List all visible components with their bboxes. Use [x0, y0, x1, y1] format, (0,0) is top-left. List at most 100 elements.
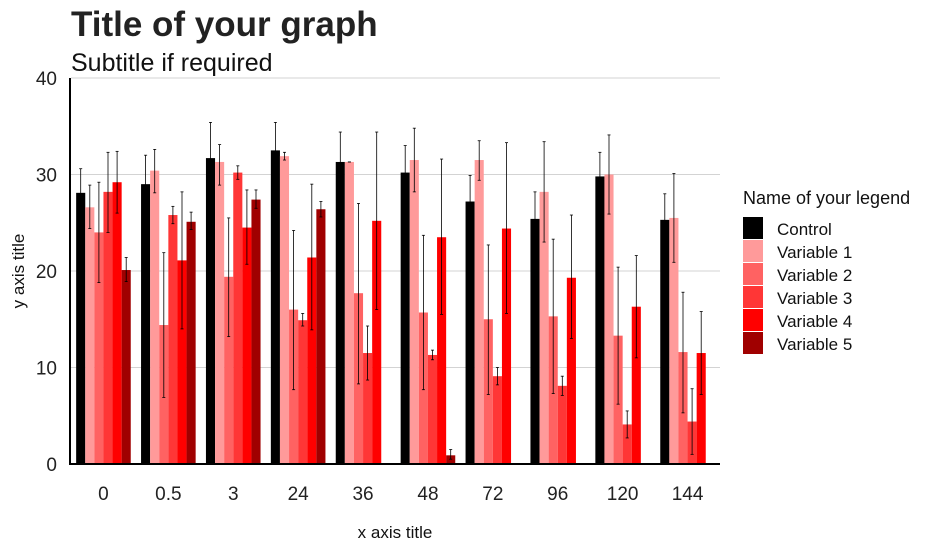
y-tick-label: 0: [46, 455, 57, 476]
error-bar: [180, 191, 184, 330]
bar: [335, 161, 345, 464]
bar: [604, 174, 614, 464]
x-tick-label: 144: [672, 484, 704, 505]
legend-swatch: [743, 286, 763, 308]
legend-swatch: [743, 240, 763, 262]
legend-item: Variable 4: [743, 309, 852, 331]
bar: [316, 209, 326, 464]
y-tick-label: 40: [36, 69, 57, 90]
x-tick-label: 0: [98, 484, 109, 505]
error-bar: [79, 168, 83, 218]
chart-subtitle: Subtitle if required: [71, 49, 273, 77]
chart-title: Title of your graph: [71, 5, 378, 44]
legend-label: Variable 2: [777, 266, 852, 285]
error-bar: [486, 244, 490, 395]
bar: [530, 218, 540, 464]
error-bar: [690, 388, 694, 455]
bar: [205, 158, 216, 464]
error-bar: [477, 140, 481, 181]
error-bar: [449, 449, 453, 460]
error-bar: [431, 349, 434, 361]
bar: [168, 215, 178, 464]
bar: [121, 270, 131, 464]
legend-swatch: [743, 217, 763, 239]
legend-item: Variable 3: [743, 286, 852, 308]
error-bar: [616, 266, 620, 405]
bar: [186, 221, 196, 464]
bar: [372, 220, 382, 464]
y-tick-label: 10: [36, 359, 57, 380]
bar: [465, 201, 475, 464]
bar: [566, 277, 576, 464]
legend-label: Variable 1: [777, 243, 852, 262]
x-tick-label: 120: [607, 484, 639, 505]
error-bar: [625, 410, 629, 439]
error-bar: [607, 134, 611, 215]
bar: [446, 455, 456, 464]
bar: [492, 376, 502, 464]
bar: [437, 237, 447, 464]
legend-swatch: [743, 309, 763, 331]
bar: [631, 306, 641, 464]
bar: [409, 160, 419, 464]
error-bar: [319, 201, 323, 218]
x-axis-title: x axis title: [358, 523, 433, 542]
legend-item: Variable 2: [743, 263, 852, 285]
bar: [400, 172, 410, 464]
error-bar: [375, 131, 379, 311]
bar: [224, 276, 234, 464]
error-bar: [283, 151, 286, 161]
bar: [557, 385, 567, 464]
y-axis-title: y axis title: [9, 234, 28, 309]
error-bar: [421, 234, 425, 391]
error-bar: [681, 291, 685, 414]
bar: [344, 161, 354, 464]
bar: [103, 191, 113, 464]
legend: Control Variable 1 Variable 2 Variable 3 Var…: [743, 217, 852, 354]
bar: [669, 217, 679, 464]
error-bar: [301, 313, 305, 327]
bar: [501, 228, 512, 464]
bar: [427, 354, 438, 464]
error-bar: [533, 191, 537, 249]
error-bar: [153, 149, 157, 194]
legend-label: Variable 3: [777, 289, 852, 308]
x-tick-label: 72: [482, 484, 503, 505]
error-bar: [551, 238, 555, 394]
legend-swatch: [743, 332, 763, 354]
error-bar: [273, 121, 277, 178]
y-tick-label: 30: [36, 166, 57, 187]
error-bar: [440, 158, 444, 315]
legend-label: Control: [777, 220, 832, 239]
x-tick-label: 24: [288, 484, 310, 505]
legend-label: Variable 5: [777, 335, 852, 354]
x-tick-label: 3: [228, 484, 239, 505]
legend-title: Name of your legend: [743, 188, 910, 208]
error-bar: [245, 189, 249, 265]
error-bar: [663, 193, 667, 245]
error-bar: [97, 181, 101, 283]
y-tick-label: 20: [36, 262, 57, 283]
error-bar: [542, 141, 546, 243]
error-bars: [79, 121, 703, 460]
legend-item: Variable 5: [743, 332, 852, 354]
error-bar: [412, 127, 416, 193]
error-bar: [310, 183, 314, 331]
bar: [150, 170, 160, 464]
bar: [112, 182, 122, 464]
error-bar: [403, 145, 407, 201]
error-bar: [88, 184, 92, 229]
error-bar: [495, 367, 499, 386]
bar: [94, 232, 104, 464]
bar: [363, 353, 373, 464]
error-bar: [672, 173, 676, 263]
legend-item: Variable 1: [743, 240, 852, 262]
error-bar: [124, 257, 128, 283]
bar: [85, 207, 95, 464]
legend-swatch: [743, 263, 763, 285]
error-bar: [598, 151, 602, 201]
error-bar: [560, 375, 564, 396]
bar: [622, 424, 632, 464]
bar: [660, 219, 670, 464]
error-bar: [699, 311, 703, 395]
